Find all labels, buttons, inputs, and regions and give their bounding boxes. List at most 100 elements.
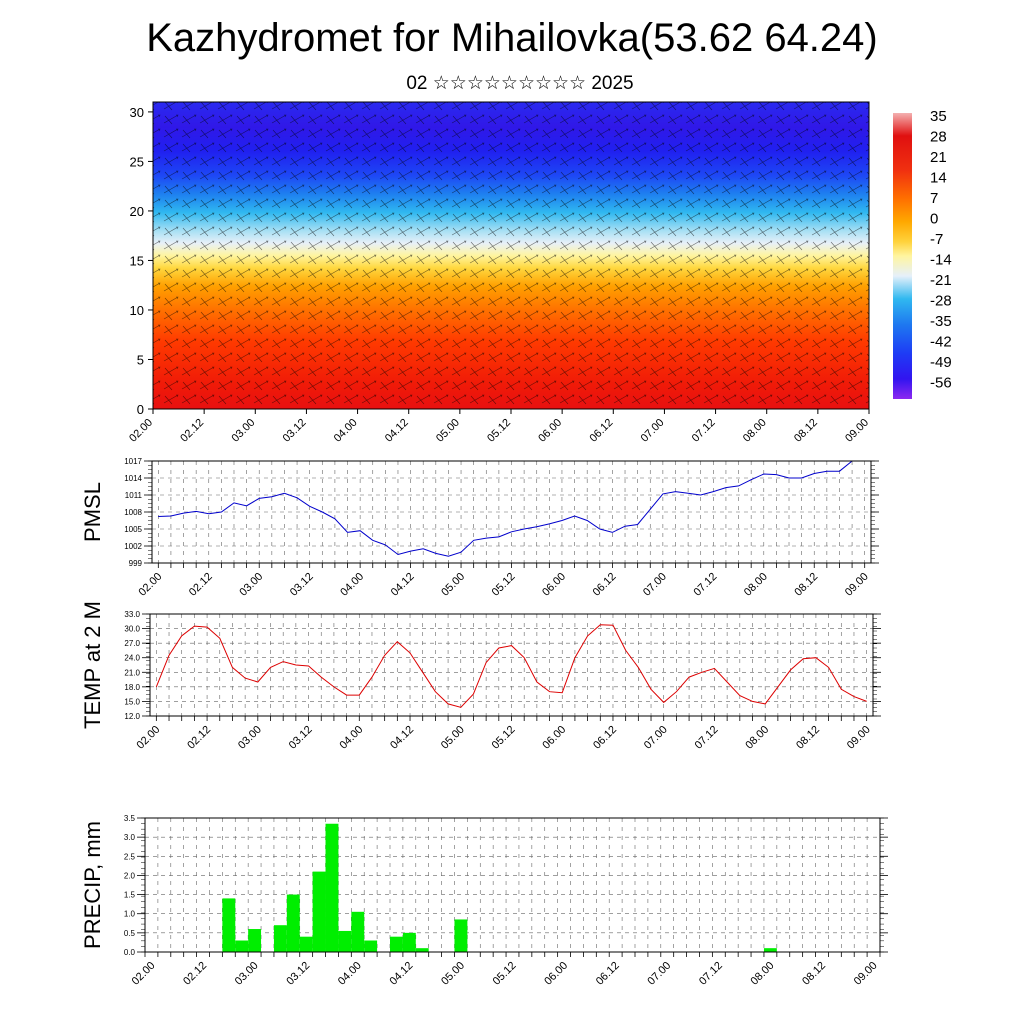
colorbar-labels: 35 28 21 14 7 0 -7 -14 -21 -28 -35 -42 -49 -56 (930, 108, 952, 392)
colorbar-label: 35 (930, 108, 947, 125)
wind-vectors-overlay (153, 102, 869, 409)
x-tick-label: 02.00 (135, 724, 163, 752)
x-tick-label: 05.00 (439, 571, 467, 599)
x-tick-label: 03.00 (237, 571, 265, 599)
y-tick-label: 3.5 (124, 814, 136, 823)
heatmap-y-tick-label: 0 (137, 402, 144, 417)
y-tick-label: 27.0 (124, 639, 140, 648)
y-tick-label: 21.0 (124, 668, 140, 677)
heatmap-x-tick-label: 08.12 (792, 417, 820, 445)
y-tick-label: 1011 (125, 491, 143, 500)
precip-bar (325, 823, 339, 952)
precip-bar (402, 932, 416, 952)
colorbar-label: -49 (930, 354, 952, 371)
y-tick-label: 3.0 (124, 833, 136, 842)
x-tick-label: 03.00 (236, 724, 264, 752)
heatmap-x-axis: 02.00 02.12 03.00 03.12 04.00 04.12 05.00 05.12… (127, 409, 871, 445)
y-tick-label: 2.5 (124, 852, 136, 861)
precip-bar (248, 929, 262, 952)
precip-bar (415, 948, 429, 952)
heatmap-y-tick-label: 20 (130, 204, 144, 219)
y-tick-label: 999 (129, 559, 143, 568)
panel-frame (151, 460, 872, 564)
y-tick-label: 12.0 (124, 712, 140, 721)
x-tick-label: 03.12 (287, 724, 315, 752)
series-line (158, 460, 853, 557)
colorbar-label: 7 (930, 190, 938, 207)
colorbar-label: 14 (930, 170, 947, 187)
heatmap-y-tick-label: 5 (137, 352, 144, 367)
y-tick-label: 30.0 (124, 625, 140, 634)
y-tick-label: 1002 (124, 542, 142, 551)
heatmap-x-tick-label: 03.00 (229, 417, 257, 445)
y-tick-label: 1.0 (124, 910, 136, 919)
y-axis-label: PMSL (80, 482, 105, 542)
y-tick-label: 1005 (124, 525, 142, 534)
x-tick-label: 07.12 (697, 960, 725, 988)
colorbar-label: -35 (930, 313, 952, 330)
x-tick-label: 02.12 (185, 724, 213, 752)
panel-frame (144, 817, 881, 953)
x-tick-label: 06.12 (594, 960, 622, 988)
precip-bar (454, 919, 468, 952)
chart-title: Kazhydromet for Mihailovka(53.62 64.24) (146, 16, 878, 60)
y-tick-label: 0.5 (124, 929, 136, 938)
colorbar-label: -14 (930, 252, 952, 269)
heatmap-x-tick-label: 02.00 (127, 417, 155, 445)
heatmap-x-tick-label: 06.00 (536, 417, 564, 445)
heatmap-panel: 0 5 10 15 20 25 30 02.00 02.12 03.00 03.12 04.00 04… (127, 101, 871, 445)
colorbar-label: -42 (930, 334, 952, 351)
x-tick-label: 03.12 (288, 571, 316, 599)
x-tick-label: 04.00 (338, 571, 366, 599)
x-tick-label: 07.12 (693, 724, 721, 752)
y-axis-label: TEMP at 2 M (80, 601, 105, 729)
x-tick-label: 08.00 (743, 724, 771, 752)
heatmap-y-tick-label: 30 (130, 105, 144, 120)
heatmap-x-tick-label: 09.00 (843, 417, 871, 445)
heatmap-x-tick-label: 06.12 (587, 417, 615, 445)
chart-subtitle: 02 ☆☆☆☆☆☆☆☆☆ 2025 (406, 73, 634, 94)
heatmap-y-axis: 0 5 10 15 20 25 30 (130, 105, 153, 417)
colorbar-label: -28 (930, 293, 952, 310)
colorbar-label: -7 (930, 231, 943, 248)
x-tick-label: 03.00 (233, 960, 261, 988)
colorbar-label: 0 (930, 211, 938, 228)
x-tick-label: 09.00 (843, 571, 871, 599)
y-axis-label: PRECIP, mm (80, 821, 105, 949)
temp-panel: 12.0 15.0 18.0 21.0 24.0 27.0 30.0 33.0 02.00 02.… (80, 601, 881, 752)
x-tick-label: 05.12 (491, 960, 519, 988)
x-tick-label: 08.12 (794, 724, 822, 752)
x-tick-label: 06.00 (540, 571, 568, 599)
heatmap-x-tick-label: 05.00 (434, 417, 462, 445)
x-tick-label: 09.00 (845, 724, 873, 752)
x-tick-label: 07.00 (645, 960, 673, 988)
heatmap-x-tick-label: 04.12 (383, 417, 411, 445)
precip-bar (390, 936, 403, 952)
x-tick-label: 07.00 (642, 724, 670, 752)
heatmap-x-tick-label: 03.12 (281, 417, 309, 445)
x-tick-label: 05.00 (439, 724, 467, 752)
x-tick-label: 02.00 (130, 960, 158, 988)
x-tick-label: 02.12 (181, 960, 209, 988)
y-tick-label: 24.0 (124, 654, 140, 663)
precip-bar (222, 898, 236, 952)
precip-bar (299, 936, 313, 952)
precip-bar (286, 894, 300, 952)
colorbar-fill (893, 113, 912, 399)
y-tick-label: 1008 (124, 508, 142, 517)
precip-bar (273, 925, 287, 952)
x-tick-label: 07.12 (691, 571, 719, 599)
heatmap-x-tick-label: 08.00 (741, 417, 769, 445)
precip-bar (351, 911, 365, 952)
heatmap-x-tick-label: 04.00 (332, 417, 360, 445)
precip-bar (364, 940, 378, 952)
x-tick-label: 06.12 (591, 724, 619, 752)
x-tick-label: 04.00 (337, 724, 365, 752)
x-tick-label: 06.12 (591, 571, 619, 599)
x-tick-label: 08.00 (742, 571, 770, 599)
x-tick-label: 06.00 (542, 960, 570, 988)
y-tick-label: 0.0 (124, 948, 136, 957)
colorbar-label: -56 (930, 375, 952, 392)
precip-bar (312, 871, 326, 952)
